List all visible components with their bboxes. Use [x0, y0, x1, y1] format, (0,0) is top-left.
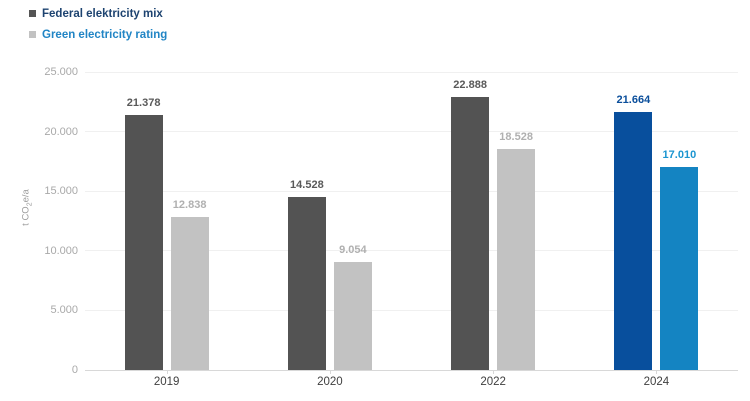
x-tick-2022: 2022 — [480, 376, 506, 388]
bar-value-2022-federal: 22.888 — [453, 79, 487, 92]
plot-area: 21.378 12.838 14.528 9.054 22.888 18.528 21.66… — [85, 71, 738, 370]
x-tick-2024: 2024 — [643, 376, 670, 388]
y-tick-5.000: 5.000 — [50, 304, 78, 317]
bar-2024-green — [660, 167, 699, 370]
bar-value-2019-green: 12.838 — [172, 198, 207, 211]
x-axis-tick-mark-2022 — [493, 371, 495, 374]
y-tick-0: 0 — [71, 364, 78, 376]
y-tick-15.000: 15.000 — [44, 185, 78, 198]
gridline-15.000 — [85, 190, 738, 192]
bar-value-2024-federal: 21.664 — [616, 93, 651, 106]
bar-2022-green — [497, 149, 536, 370]
bar-2024-federal — [614, 111, 653, 370]
y-tick-10.000: 10.000 — [44, 244, 78, 257]
x-axis-tick-mark-2019 — [166, 371, 168, 374]
bar-2019-federal — [124, 115, 163, 370]
gridline-20.000 — [85, 131, 738, 133]
y-axis-title: t CO2e/a — [20, 189, 34, 226]
x-tick-2019: 2019 — [153, 376, 180, 388]
bar-2020-green — [333, 262, 372, 370]
legend-marker-federal-icon — [29, 10, 36, 17]
bar-value-2020-federal: 14.528 — [290, 178, 324, 191]
legend-item-green-electricity-rating: Green electricity rating — [29, 24, 167, 45]
x-axis-tick-mark-2024 — [656, 371, 658, 374]
x-axis-tick-mark-2020 — [329, 371, 331, 374]
legend-label-green: Green electricity rating — [42, 28, 168, 41]
bar-2019-green — [170, 216, 209, 370]
y-tick-25.000: 25.000 — [44, 66, 78, 78]
bar-value-2019-federal: 21.378 — [126, 97, 161, 110]
gridline-25.000 — [85, 71, 738, 73]
gridline-10.000 — [85, 250, 738, 252]
bar-2022-federal — [451, 97, 490, 370]
bar-2020-federal — [287, 196, 326, 370]
legend-marker-green-icon — [29, 31, 36, 38]
chart-legend: Federal elektricity mix Green electricit… — [29, 3, 167, 45]
x-axis-line — [85, 370, 738, 371]
x-tick-2020: 2020 — [317, 376, 343, 388]
bar-value-2020-green: 9.054 — [339, 244, 367, 257]
bar-value-2022-green: 18.528 — [499, 131, 533, 144]
y-tick-20.000: 20.000 — [44, 125, 78, 138]
legend-label-federal: Federal elektricity mix — [42, 7, 163, 20]
gridline-5.000 — [85, 309, 738, 311]
bar-value-2024-green: 17.010 — [662, 149, 697, 162]
legend-item-federal-electricity-mix: Federal elektricity mix — [29, 3, 167, 24]
